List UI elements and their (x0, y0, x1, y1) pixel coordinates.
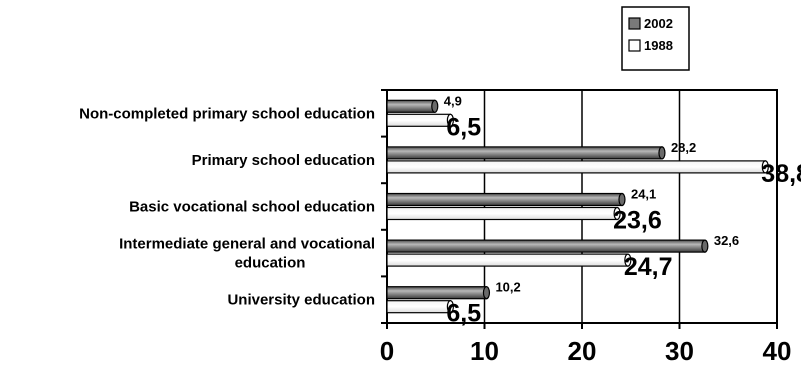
data-label-2002-0: 4,9 (444, 93, 462, 108)
x-tick-label-30: 30 (665, 336, 694, 366)
category-label-4-0: University education (227, 292, 375, 309)
bar-cap-1988-0 (446, 113, 454, 127)
bar-1988-4 (386, 300, 451, 314)
data-label-2002-4: 10,2 (495, 280, 520, 295)
bar-1988-3 (386, 253, 629, 267)
data-label-1988-0: 6,5 (446, 113, 481, 141)
category-label-3-0: Intermediate general and vocational (119, 236, 375, 253)
legend-label-1988: 1988 (644, 38, 673, 53)
bar-2002-4 (386, 286, 488, 300)
data-label-1988-4: 6,5 (446, 300, 481, 328)
category-labels: Non-completed primary school education Pr… (79, 105, 375, 308)
bar-cap-1988-1 (761, 160, 769, 174)
bar-2002-0 (386, 99, 436, 113)
x-tick-label-40: 40 (763, 336, 792, 366)
bar-1988-2 (386, 206, 618, 221)
bar-cap-2002-0 (431, 99, 439, 113)
bar-1988-0 (386, 113, 451, 127)
data-label-1988-2: 23,6 (613, 207, 662, 235)
data-label-1988-3: 24,7 (624, 253, 673, 281)
axis-ticks (381, 89, 778, 329)
bar-cap-2002-1 (658, 146, 666, 160)
legend: 2002 1988 (621, 6, 690, 71)
bar-cap-1988-3 (624, 253, 632, 267)
data-label-1988-1: 38,8 (761, 160, 801, 188)
bar-cap-2002-3 (701, 239, 709, 253)
legend-swatch-1988 (628, 39, 641, 52)
x-tick-label-20: 20 (568, 336, 597, 366)
data-labels: 4,9 6,5 28,2 38,8 24,1 23,6 32,6 24,7 10,2 6,5 (444, 93, 801, 327)
category-label-0-0: Non-completed primary school education (79, 105, 375, 122)
legend-label-2002: 2002 (644, 16, 673, 31)
bar-1988-1 (386, 160, 766, 174)
bar-cap-1988-4 (446, 300, 454, 314)
legend-swatch-2002 (628, 17, 641, 30)
category-label-1-0: Primary school education (192, 152, 375, 169)
x-tick-label-0: 0 (380, 336, 394, 366)
bar-2002-1 (386, 146, 663, 160)
bar-cap-2002-2 (618, 192, 626, 207)
category-label-2-0: Basic vocational school education (129, 199, 375, 216)
data-label-2002-2: 24,1 (631, 187, 656, 202)
gridlines (483, 90, 681, 323)
data-label-2002-3: 32,6 (714, 233, 739, 248)
category-label-3-1: education (235, 255, 306, 272)
x-tick-label-10: 10 (470, 336, 499, 366)
x-tick-labels: 0 10 20 30 40 (380, 336, 792, 366)
bars (386, 99, 769, 314)
bar-2002-2 (386, 192, 623, 207)
data-label-2002-1: 28,2 (671, 140, 696, 155)
bar-2002-3 (386, 239, 706, 253)
bar-cap-2002-4 (482, 286, 491, 300)
bar-cap-1988-2 (613, 206, 621, 221)
